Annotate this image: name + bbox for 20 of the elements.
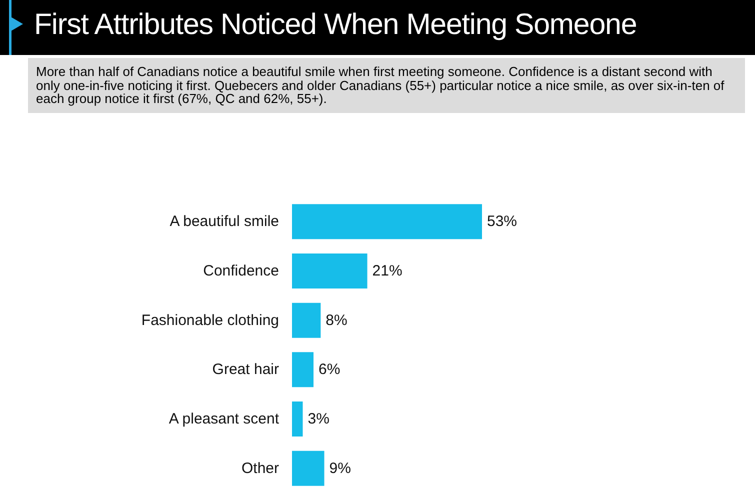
- bar: [292, 302, 321, 338]
- data-label: 53%: [487, 213, 518, 230]
- data-label: 21%: [372, 262, 402, 280]
- bar: [292, 450, 324, 486]
- y-tick-label: Other: [241, 460, 280, 477]
- y-tick-label: A beautiful smile: [170, 213, 279, 230]
- bar: [292, 401, 303, 437]
- bar: [292, 352, 314, 388]
- data-label: 9%: [329, 460, 351, 477]
- data-label: 6%: [318, 361, 340, 378]
- y-tick-label: Great hair: [212, 361, 279, 378]
- y-tick-label: A pleasant scent: [168, 410, 280, 428]
- chart-title: First Attributes Noticed When Meeting Someone: [34, 7, 637, 43]
- y-tick-label: Confidence: [203, 262, 279, 280]
- chart-subtitle: More than half of Canadians notice a beautiful smile when first meeting someone. Confidence is a distant second with only one-in-five noticing it first. Quebecers and older Canadians (55+) particular notice a nice smile, as over six-in-ten of each group notice it first (67%, QC and 62%, 55+).: [28, 58, 745, 113]
- y-tick-label: Fashionable clothing: [141, 312, 279, 329]
- bar: [292, 253, 368, 289]
- bar: [292, 204, 482, 240]
- data-label: 8%: [326, 312, 348, 329]
- data-label: 3%: [308, 410, 330, 428]
